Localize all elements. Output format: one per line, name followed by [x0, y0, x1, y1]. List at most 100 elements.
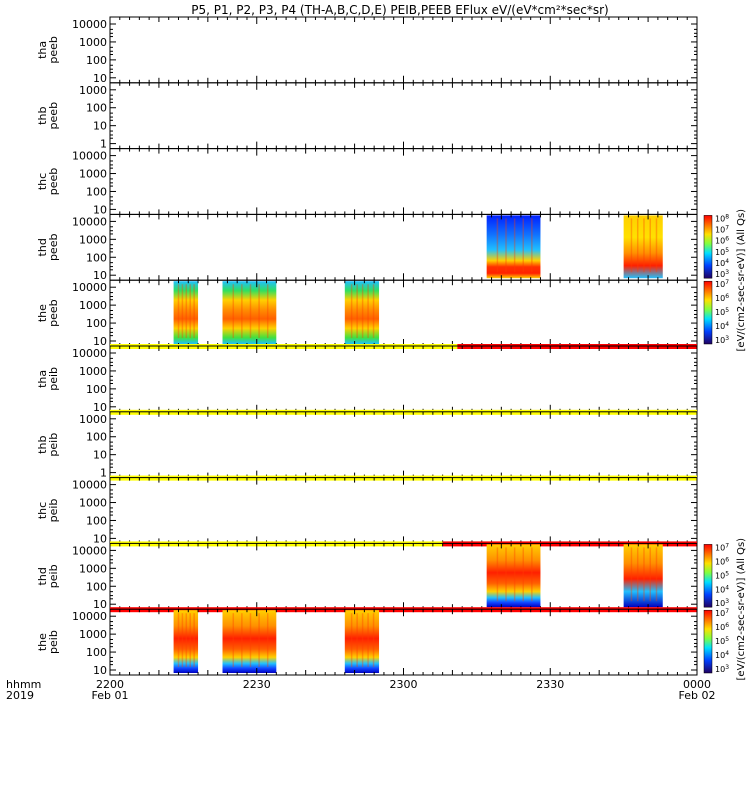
y-tick-label: 1000: [79, 36, 107, 49]
y-tick-label: 1000: [79, 413, 107, 426]
panel-the_peeb: 10000 1000 100 10 thepeeb: [36, 279, 698, 349]
panel-label: thbpeib: [36, 433, 60, 457]
spectrogram-block: [486, 544, 541, 608]
colorbar-tick-label: 107: [715, 542, 729, 552]
spectrogram-block: [623, 215, 663, 279]
y-tick-label: 100: [86, 646, 107, 659]
y-tick-label: 100: [86, 431, 107, 444]
panel-thb_peeb: 1000 100 10 1 thbpeeb: [36, 82, 698, 151]
colorbar-tick-label: 106: [715, 293, 729, 303]
colorbar-gradient: [703, 280, 713, 345]
x-tick-date-label: Feb 02: [679, 689, 716, 702]
colorbar-tick-label: 103: [715, 598, 729, 608]
spectrogram-block: [222, 281, 277, 344]
y-tick-label: 1000: [79, 365, 107, 378]
y-tick-label: 10: [93, 598, 107, 611]
panel-label: thapeeb: [36, 36, 60, 64]
spectrogram-block: [344, 281, 380, 344]
panel-label: thdpeeb: [36, 234, 60, 262]
panel-frame: [109, 608, 698, 676]
spectrogram-block: [344, 610, 380, 673]
y-tick-label: 1000: [79, 497, 107, 510]
colorbar-the_peeb: 107 106 105 104 103: [703, 279, 729, 345]
y-tick-label: 10: [93, 269, 107, 282]
y-tick-label: 10000: [72, 18, 107, 31]
y-tick-label: 1: [100, 138, 107, 151]
panel-frame: [109, 279, 698, 347]
y-tick-label: 10: [93, 72, 107, 85]
panel-frame: [109, 345, 698, 413]
panel-thc_peeb: 10000 1000 100 10 thcpeeb: [36, 148, 698, 216]
colorbar-tick-label: 104: [715, 650, 729, 660]
colorbar-thd_peib: 107 106 105 104 103: [703, 542, 729, 608]
x-tick-label: 2330: [536, 678, 564, 691]
panel-frame: [109, 82, 698, 150]
y-tick-label: 10000: [72, 610, 107, 623]
y-tick-label: 1000: [79, 628, 107, 641]
colorbar-tick-label: 105: [715, 307, 729, 317]
colorbar-gradient: [703, 215, 713, 279]
colorbar-tick-label: 106: [715, 556, 729, 566]
colorbar-tick-label: 103: [715, 335, 729, 345]
y-tick-label: 100: [86, 251, 107, 264]
x-axis-label: hhmm: [6, 678, 41, 691]
colorbar-tick-label: 104: [715, 584, 729, 594]
panel-tha_peeb: 10000 1000 100 10 thapeeb: [36, 16, 698, 85]
spectrogram-block: [222, 610, 277, 673]
mode-bar: [110, 344, 458, 349]
panel-frame: [109, 411, 698, 479]
figure-title: P5, P1, P2, P3, P4 (TH-A,B,C,D,E) PEIB,P…: [191, 3, 608, 17]
x-tick-date-label: Feb 01: [92, 689, 129, 702]
colorbar-tick-label: 105: [715, 570, 729, 580]
y-tick-label: 1: [100, 467, 107, 480]
colorbar-tick-label: 106: [715, 236, 729, 246]
colorbar-tick-label: 106: [715, 622, 729, 632]
panel-tha_peib: 10000 1000 100 10 thapeib: [36, 345, 698, 415]
panel-label: thbpeeb: [36, 102, 60, 130]
y-tick-label: 10: [93, 401, 107, 414]
panel-label: thcpeib: [36, 499, 60, 523]
y-tick-label: 10000: [72, 479, 107, 492]
colorbar-tick-label: 103: [715, 269, 729, 279]
colorbar-gradient: [703, 609, 713, 674]
y-tick-label: 100: [86, 185, 107, 198]
colorbar-units-label: [eV/(cm2-sec-sr-eV)] (All Qs): [736, 209, 747, 352]
panel-the_peib: 10000 1000 100 10 thepeib: [36, 608, 698, 677]
colorbar-tick-label: 108: [715, 213, 729, 223]
spectrogram-block: [173, 610, 199, 673]
colorbar-tick-label: 104: [715, 321, 729, 331]
panel-frame: [109, 16, 698, 84]
y-tick-label: 100: [86, 317, 107, 330]
colorbar-tick-label: 103: [715, 664, 729, 674]
y-tick-label: 10: [93, 449, 107, 462]
colorbar-tick-label: 107: [715, 608, 729, 618]
panel-frame: [109, 213, 698, 281]
y-tick-label: 10: [93, 664, 107, 677]
colorbar-the_peib: 107 106 105 104 103: [703, 608, 729, 674]
colorbar-tick-label: 105: [715, 636, 729, 646]
y-tick-label: 1000: [79, 84, 107, 97]
colorbar-tick-label: 107: [715, 225, 729, 235]
y-tick-label: 10000: [72, 347, 107, 360]
colorbar-group: 1081071061051041031071061051041031071061…: [703, 209, 747, 680]
colorbar-tick-label: 104: [715, 258, 729, 268]
x-tick-label: 2200: [96, 678, 124, 691]
y-tick-label: 1000: [79, 233, 107, 246]
colorbar-tick-label: 105: [715, 247, 729, 257]
y-tick-label: 10: [93, 120, 107, 133]
panel-label: thepeib: [36, 630, 60, 654]
panel-thb_peib: 1000 100 10 1 thbpeib: [36, 411, 698, 481]
y-tick-label: 10000: [72, 544, 107, 557]
spectrogram-block: [173, 281, 199, 344]
y-tick-label: 10000: [72, 281, 107, 294]
panel-frame: [109, 477, 698, 544]
panel-stack: 10000 1000 100 10 thapeeb 1000 100 10 1 thbpeeb 10…: [36, 16, 698, 677]
x-tick-label: 0000: [683, 678, 711, 691]
y-tick-label: 10000: [72, 150, 107, 163]
y-tick-label: 100: [86, 383, 107, 396]
panel-thd_peib: 10000 1000 100 10 thdpeib: [36, 542, 698, 613]
y-tick-label: 10: [93, 203, 107, 216]
